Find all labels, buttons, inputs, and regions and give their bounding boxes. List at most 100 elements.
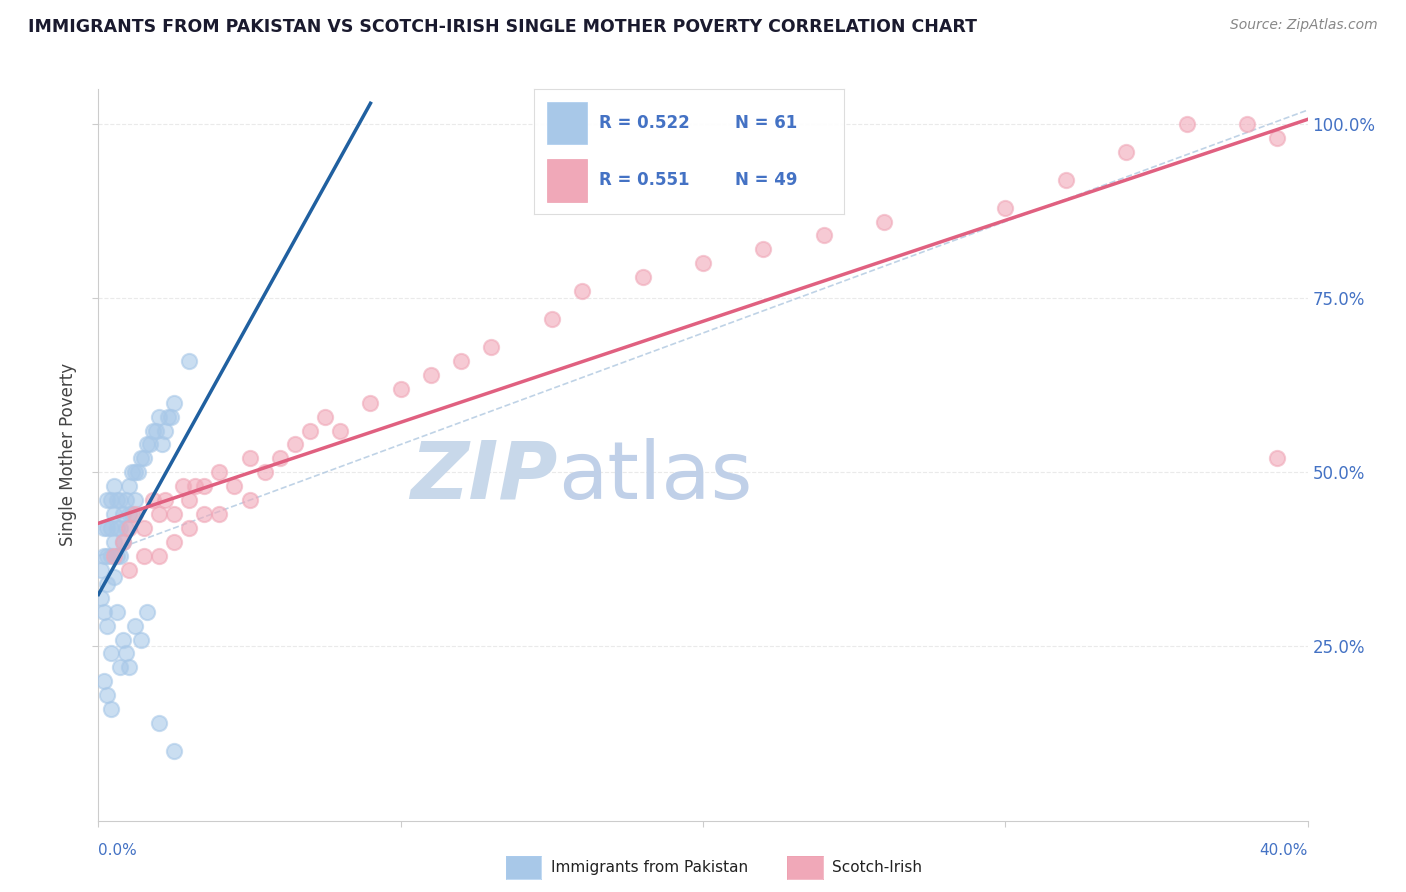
Text: IMMIGRANTS FROM PAKISTAN VS SCOTCH-IRISH SINGLE MOTHER POVERTY CORRELATION CHART: IMMIGRANTS FROM PAKISTAN VS SCOTCH-IRISH… — [28, 18, 977, 36]
Point — [96, 549, 118, 563]
Point — [389, 382, 412, 396]
Text: R = 0.522: R = 0.522 — [599, 114, 690, 132]
Y-axis label: Single Mother Poverty: Single Mother Poverty — [59, 363, 77, 547]
Point — [96, 521, 118, 535]
Point — [100, 493, 122, 508]
Point — [114, 493, 136, 508]
Point — [1054, 173, 1077, 187]
Point — [314, 409, 336, 424]
Point — [450, 354, 472, 368]
Point — [179, 354, 201, 368]
Point — [179, 493, 201, 508]
Point — [124, 507, 146, 521]
Text: Immigrants from Pakistan: Immigrants from Pakistan — [551, 860, 748, 874]
Point — [208, 466, 231, 480]
Point — [124, 618, 146, 632]
Point — [124, 466, 146, 480]
Text: 40.0%: 40.0% — [1260, 843, 1308, 858]
Point — [90, 563, 112, 577]
Point — [93, 521, 115, 535]
Point — [111, 535, 134, 549]
Point — [481, 340, 503, 354]
Point — [193, 479, 215, 493]
Point — [100, 647, 122, 661]
Point — [96, 618, 118, 632]
Text: N = 49: N = 49 — [735, 171, 797, 189]
Point — [103, 549, 125, 563]
Point — [105, 605, 128, 619]
Point — [103, 507, 125, 521]
Point — [111, 535, 134, 549]
Point — [135, 605, 157, 619]
Point — [148, 549, 170, 563]
Bar — [547, 102, 586, 145]
Point — [118, 563, 141, 577]
Point — [239, 451, 262, 466]
Point — [111, 507, 134, 521]
Point — [172, 479, 194, 493]
Text: Scotch-Irish: Scotch-Irish — [832, 860, 922, 874]
Point — [994, 201, 1017, 215]
Point — [752, 243, 775, 257]
Point — [160, 409, 183, 424]
Bar — [547, 159, 586, 202]
Point — [96, 493, 118, 508]
Point — [105, 493, 128, 508]
Point — [329, 424, 352, 438]
Point — [208, 507, 231, 521]
Point — [114, 521, 136, 535]
Point — [93, 549, 115, 563]
Point — [118, 479, 141, 493]
Point — [224, 479, 246, 493]
Point — [96, 688, 118, 702]
Point — [145, 424, 167, 438]
Point — [1175, 117, 1198, 131]
Point — [100, 702, 122, 716]
Point — [148, 716, 170, 731]
Point — [148, 507, 170, 521]
Point — [1267, 131, 1289, 145]
Point — [105, 549, 128, 563]
Point — [118, 521, 141, 535]
Point — [121, 466, 143, 480]
Point — [105, 521, 128, 535]
Point — [108, 521, 131, 535]
Point — [873, 214, 896, 228]
Point — [108, 549, 131, 563]
Point — [127, 466, 149, 480]
Point — [163, 395, 186, 409]
Point — [129, 451, 152, 466]
Point — [153, 424, 176, 438]
Point — [90, 591, 112, 605]
Point — [124, 493, 146, 508]
Point — [420, 368, 443, 382]
Point — [179, 521, 201, 535]
Point — [132, 451, 155, 466]
Point — [239, 493, 262, 508]
Point — [299, 424, 322, 438]
Point — [193, 507, 215, 521]
Point — [813, 228, 835, 243]
Point — [631, 270, 654, 285]
Point — [1267, 451, 1289, 466]
Point — [96, 576, 118, 591]
Point — [163, 507, 186, 521]
Point — [253, 466, 276, 480]
Point — [1115, 145, 1137, 159]
Point — [163, 744, 186, 758]
Text: R = 0.551: R = 0.551 — [599, 171, 690, 189]
Point — [163, 535, 186, 549]
Point — [139, 437, 162, 451]
Text: Source: ZipAtlas.com: Source: ZipAtlas.com — [1230, 18, 1378, 32]
Text: N = 61: N = 61 — [735, 114, 797, 132]
Text: 0.0%: 0.0% — [98, 843, 138, 858]
Point — [111, 632, 134, 647]
Point — [114, 647, 136, 661]
Point — [103, 570, 125, 584]
Point — [148, 409, 170, 424]
Text: atlas: atlas — [558, 438, 752, 516]
Point — [150, 437, 173, 451]
Point — [132, 521, 155, 535]
Point — [121, 507, 143, 521]
Point — [142, 493, 165, 508]
